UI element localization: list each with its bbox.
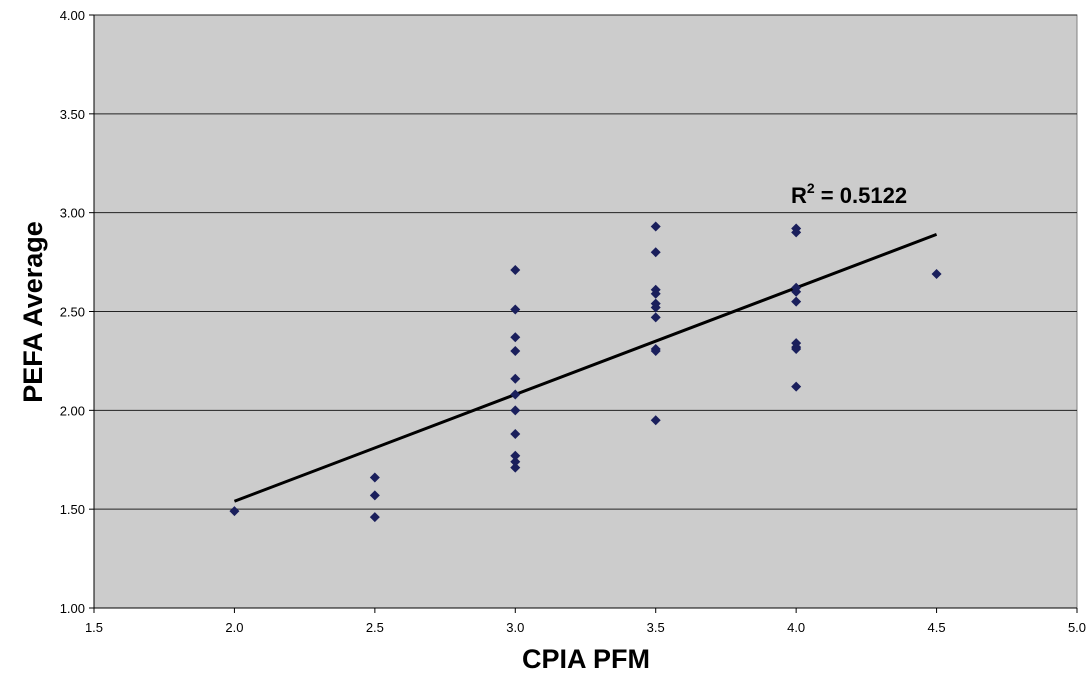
x-tick-label: 2.5	[366, 620, 384, 635]
data-point	[791, 286, 802, 297]
data-point	[650, 346, 661, 357]
data-point	[510, 462, 521, 473]
data-point	[369, 490, 380, 501]
data-point	[510, 373, 521, 384]
data-point	[369, 512, 380, 523]
data-point	[510, 346, 521, 357]
data-point	[791, 227, 802, 238]
x-tick-label: 4.0	[787, 620, 805, 635]
x-axis-title: CPIA PFM	[522, 644, 650, 674]
data-point	[510, 456, 521, 467]
trendline-layer	[233, 233, 938, 503]
data-point	[650, 221, 661, 232]
r-squared-prefix: R	[791, 183, 807, 208]
x-tick-label: 2.0	[225, 620, 243, 635]
x-tick-label: 3.5	[647, 620, 665, 635]
y-tick-label: 3.50	[60, 107, 85, 122]
data-point	[369, 472, 380, 483]
data-point	[650, 302, 661, 313]
data-point	[229, 506, 240, 517]
data-point	[510, 429, 521, 440]
data-point	[931, 268, 942, 279]
y-axis-title: PEFA Average	[18, 221, 48, 403]
r-squared-superscript: 2	[807, 180, 815, 196]
r-squared-value: = 0.5122	[815, 183, 907, 208]
y-tick-label: 3.00	[60, 206, 85, 221]
x-tick-label: 1.5	[85, 620, 103, 635]
x-tick-label: 3.0	[506, 620, 524, 635]
y-tick-label: 4.00	[60, 8, 85, 23]
y-tick-labels: 1.00 1.50 2.00 2.50 3.00 3.50 4.00	[60, 8, 94, 616]
data-point	[650, 312, 661, 323]
data-point	[510, 450, 521, 461]
trendline	[233, 233, 938, 503]
y-tick-label: 2.00	[60, 403, 85, 418]
data-point	[510, 304, 521, 315]
data-point	[650, 247, 661, 258]
data-point	[510, 264, 521, 275]
data-point	[791, 344, 802, 355]
x-tick-labels: 1.5 2.0 2.5 3.0 3.5 4.0 4.5 5.0	[85, 608, 1086, 635]
y-tick-label: 2.50	[60, 305, 85, 320]
r-squared-annotation: R2 = 0.5122	[791, 180, 907, 208]
data-point	[510, 332, 521, 343]
data-point	[650, 415, 661, 426]
x-tick-label: 5.0	[1068, 620, 1086, 635]
x-tick-label: 4.5	[928, 620, 946, 635]
gridlines	[94, 14, 1077, 510]
y-tick-label: 1.00	[60, 601, 85, 616]
data-point	[650, 288, 661, 299]
data-point	[791, 381, 802, 392]
y-tick-label: 1.50	[60, 502, 85, 517]
data-points	[229, 221, 942, 523]
data-point	[510, 405, 521, 416]
data-point	[510, 389, 521, 400]
data-point	[791, 296, 802, 307]
